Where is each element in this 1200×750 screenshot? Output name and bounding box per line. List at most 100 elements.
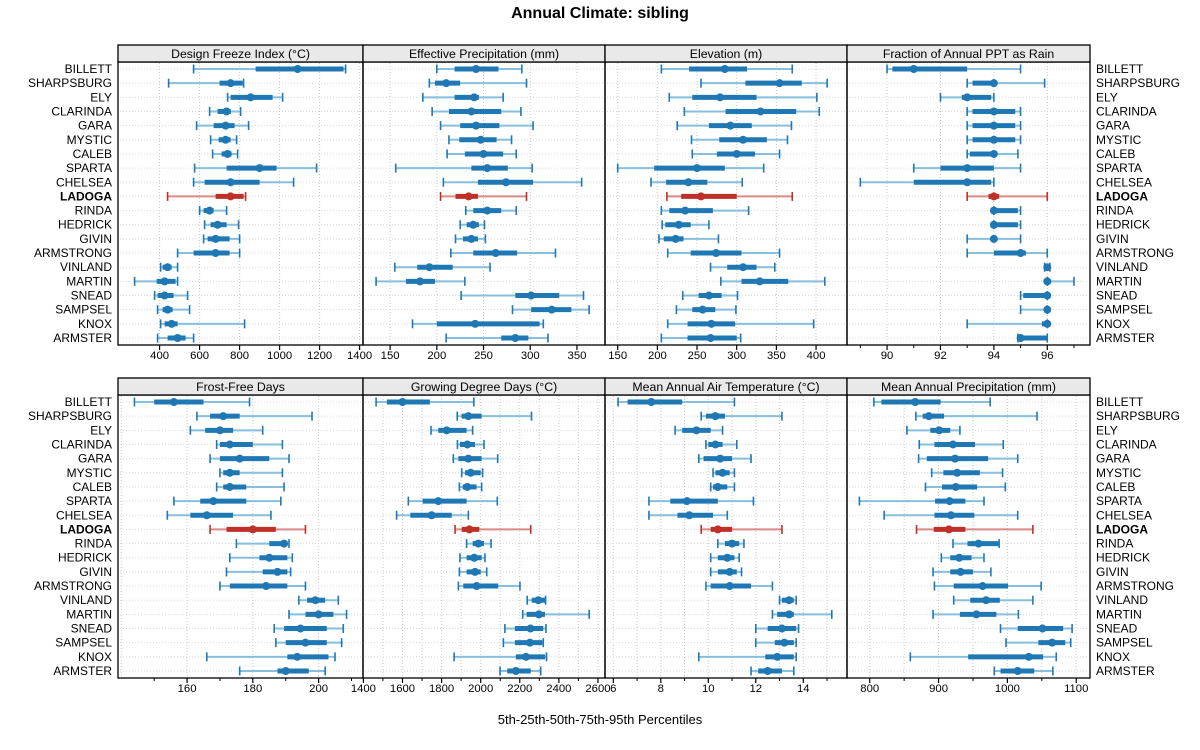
gridlines bbox=[607, 396, 845, 677]
station-label-left: KNOX bbox=[78, 650, 112, 664]
series-givin-design-freeze-index bbox=[202, 234, 241, 244]
tick-label: 14 bbox=[797, 683, 810, 695]
series-rinda-mean-annual-precipitation bbox=[952, 539, 1000, 549]
tick-label: 200 bbox=[309, 683, 328, 695]
median-dot bbox=[463, 482, 472, 491]
series-armster-effective-precipitation bbox=[445, 333, 549, 343]
series-sparta-mean-annual-air-temperature bbox=[648, 496, 755, 506]
panel-border bbox=[846, 394, 1091, 679]
station-label-left: HEDRICK bbox=[58, 218, 112, 232]
tick-label: 400 bbox=[150, 350, 169, 362]
station-label-left: RINDA bbox=[75, 204, 112, 218]
panel-design-freeze-index: Design Freeze Index (°C) 400 600 800 1000 120… bbox=[117, 44, 372, 362]
tick-label: 600 bbox=[190, 350, 209, 362]
panel-border bbox=[117, 394, 364, 679]
series-hedrick-fraction-ppt-rain bbox=[989, 220, 1022, 230]
series-ely-mean-annual-precipitation bbox=[906, 425, 961, 435]
tick-label: 350 bbox=[767, 350, 786, 362]
median-dot bbox=[205, 206, 214, 215]
tick-label: 900 bbox=[929, 683, 948, 695]
median-dot bbox=[674, 220, 683, 229]
panel-growing-degree-days: Growing Degree Days (°C) 1400 1600 1800 2000… bbox=[351, 377, 611, 695]
station-label-right: SHARPSBURG bbox=[1096, 409, 1180, 423]
panel-title: Elevation (m) bbox=[690, 47, 762, 61]
series-armstrong-frost-free-days bbox=[219, 581, 307, 591]
station-label-right: ARMSTER bbox=[1096, 664, 1155, 678]
median-dot bbox=[711, 440, 720, 449]
median-dot bbox=[163, 305, 172, 314]
series-billett-fraction-ppt-rain bbox=[886, 64, 1022, 74]
median-dot bbox=[713, 482, 722, 491]
series-vinland-frost-free-days bbox=[298, 595, 340, 605]
series-vinland-fraction-ppt-rain bbox=[1043, 262, 1052, 272]
median-dot bbox=[1043, 319, 1052, 328]
x-axis-fraction-ppt-rain: 90 92 94 96 bbox=[859, 345, 1075, 362]
median-dot bbox=[963, 178, 972, 187]
median-dot bbox=[248, 525, 257, 534]
median-dot bbox=[442, 426, 451, 435]
series-armstrong-elevation bbox=[666, 248, 781, 258]
median-dot bbox=[989, 107, 998, 116]
median-dot bbox=[511, 334, 520, 342]
tick-label: 300 bbox=[727, 350, 746, 362]
series-martin-design-freeze-index bbox=[133, 276, 179, 286]
median-dot bbox=[963, 93, 972, 102]
median-dot bbox=[522, 652, 531, 661]
tick-label: 1400 bbox=[347, 350, 372, 362]
median-dot bbox=[225, 468, 234, 477]
series-armstrong-effective-precipitation bbox=[450, 248, 557, 258]
median-dot bbox=[442, 79, 451, 88]
series-ladoga-effective-precipitation bbox=[439, 191, 528, 201]
series-ladoga-design-freeze-index bbox=[166, 191, 247, 201]
series-rinda-design-freeze-index bbox=[198, 206, 228, 216]
series-ladoga-frost-free-days bbox=[209, 524, 307, 534]
median-dot bbox=[464, 192, 473, 201]
series-armster-elevation bbox=[660, 333, 742, 343]
series-martin-mean-annual-air-temperature bbox=[771, 609, 833, 619]
median-dot bbox=[713, 525, 722, 534]
median-dot bbox=[471, 319, 480, 328]
tick-label: 1000 bbox=[267, 350, 292, 362]
median-dot bbox=[225, 482, 234, 491]
series-sharpsburg-frost-free-days bbox=[196, 411, 313, 421]
station-label-left: ARMSTER bbox=[53, 664, 112, 678]
median-dot bbox=[725, 582, 734, 591]
station-label-left: BILLETT bbox=[65, 395, 113, 409]
gridlines bbox=[849, 63, 1088, 344]
series-clarinda-fraction-ppt-rain bbox=[966, 106, 1022, 116]
station-label-left: MYSTIC bbox=[67, 466, 113, 480]
median-dot bbox=[775, 79, 784, 88]
series-rinda-elevation bbox=[660, 206, 750, 216]
station-label-left: BILLETT bbox=[65, 62, 113, 76]
median-dot bbox=[681, 206, 690, 215]
median-dot bbox=[311, 596, 320, 605]
panel-elevation: Elevation (m) 150 200 250 300 350 400 bbox=[604, 44, 848, 362]
series-martin-effective-precipitation bbox=[375, 276, 466, 286]
series-caleb-fraction-ppt-rain bbox=[966, 149, 1019, 159]
station-label-right: BILLETT bbox=[1096, 395, 1144, 409]
median-dot bbox=[483, 206, 492, 215]
series-snead-mean-annual-air-temperature bbox=[755, 624, 800, 634]
series-snead-effective-precipitation bbox=[460, 291, 585, 301]
median-dot bbox=[707, 319, 716, 328]
station-label-right: BILLETT bbox=[1096, 62, 1144, 76]
series-vinland-elevation bbox=[709, 262, 776, 272]
median-dot bbox=[293, 65, 302, 73]
series-knox-frost-free-days bbox=[205, 652, 336, 662]
tick-label: 94 bbox=[988, 350, 1001, 362]
series-givin-fraction-ppt-rain bbox=[966, 234, 1022, 244]
median-dot bbox=[173, 334, 182, 342]
series-knox-fraction-ppt-rain bbox=[966, 319, 1052, 329]
median-dot bbox=[235, 454, 244, 463]
series-knox-growing-degree-days bbox=[453, 652, 548, 662]
tick-label: 1600 bbox=[390, 683, 415, 695]
series-sharpsburg-mean-annual-air-temperature bbox=[700, 411, 783, 421]
tick-label: 2200 bbox=[507, 683, 532, 695]
median-dot bbox=[972, 610, 981, 619]
series-rinda-growing-degree-days bbox=[465, 539, 492, 549]
station-label-right: ARMSTRONG bbox=[1096, 246, 1174, 260]
series-ely-mean-annual-air-temperature bbox=[674, 425, 724, 435]
median-dot bbox=[511, 667, 520, 675]
median-dot bbox=[989, 192, 998, 201]
